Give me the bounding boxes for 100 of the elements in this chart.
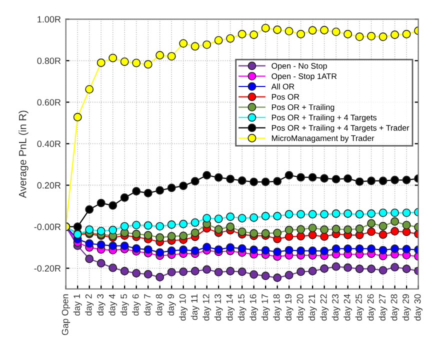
- point: [167, 220, 176, 229]
- point: [108, 264, 118, 272]
- point: [296, 173, 306, 182]
- point: [144, 230, 152, 240]
- x-tick-label: day 18: [273, 294, 282, 321]
- y-tick-label: 0.60R: [37, 99, 61, 106]
- x-tick-label: day 21: [308, 294, 317, 321]
- x-tick-label: day 17: [261, 294, 270, 321]
- point: [367, 219, 376, 228]
- point: [120, 57, 129, 66]
- point: [284, 226, 294, 234]
- point: [390, 227, 400, 236]
- legend-label: Pos OR: [272, 94, 300, 100]
- point: [273, 177, 282, 186]
- point: [156, 222, 164, 231]
- point: [378, 32, 388, 42]
- point: [367, 176, 376, 186]
- point: [120, 222, 129, 231]
- point: [144, 188, 152, 198]
- point: [261, 212, 270, 220]
- point: [250, 178, 258, 186]
- point: [250, 229, 258, 238]
- point: [167, 184, 176, 192]
- point: [344, 209, 352, 218]
- point: [320, 246, 329, 256]
- point: [284, 171, 294, 180]
- point: [296, 268, 306, 276]
- x-tick-label: day 4: [108, 294, 118, 316]
- y-tick-label: 0.20R: [37, 182, 61, 189]
- point: [190, 246, 200, 256]
- point: [332, 174, 340, 184]
- point: [355, 210, 364, 219]
- legend-label: Pos OR + Trailing + 4 Targets + Trader: [272, 124, 410, 132]
- point: [284, 26, 294, 36]
- point: [367, 227, 376, 236]
- point: [96, 198, 106, 208]
- point: [167, 52, 176, 61]
- point: [238, 176, 246, 185]
- x-tick-label: day 12: [202, 294, 212, 321]
- point: [367, 209, 376, 218]
- point: [402, 220, 411, 230]
- point: [156, 272, 164, 282]
- point: [378, 208, 388, 218]
- point: [308, 230, 317, 240]
- point: [202, 242, 212, 252]
- point: [344, 263, 352, 272]
- point: [144, 60, 152, 69]
- point: [367, 32, 376, 40]
- point: [261, 24, 270, 32]
- point: [296, 225, 306, 234]
- point: [344, 174, 352, 183]
- point: [238, 268, 246, 276]
- point: [378, 230, 388, 239]
- x-tick-label: day 10: [179, 294, 188, 321]
- point: [402, 208, 411, 218]
- point: [320, 232, 329, 241]
- x-tick-label: day 1: [73, 294, 82, 316]
- point: [284, 270, 294, 280]
- point: [144, 245, 152, 254]
- x-tick-label: day 22: [320, 294, 329, 321]
- point: [332, 28, 340, 36]
- point: [226, 174, 235, 184]
- x-tick-label: day 14: [226, 294, 235, 321]
- point: [308, 246, 317, 256]
- point: [132, 220, 141, 230]
- point: [202, 40, 212, 49]
- point: [190, 218, 200, 227]
- point: [156, 51, 164, 60]
- point: [284, 210, 294, 219]
- point: [250, 270, 258, 279]
- point: [132, 230, 141, 238]
- point: [320, 225, 329, 234]
- point: [402, 244, 411, 254]
- point: [144, 270, 152, 278]
- point: [96, 240, 106, 250]
- point: [390, 30, 400, 39]
- point: [85, 254, 94, 264]
- x-tick-label: day 9: [167, 294, 176, 316]
- point: [156, 233, 164, 242]
- x-tick-label: day 7: [144, 294, 152, 316]
- point: [402, 176, 411, 184]
- point: [226, 266, 235, 276]
- point: [332, 224, 340, 234]
- point: [273, 26, 282, 34]
- point: [179, 246, 188, 254]
- point: [332, 244, 340, 253]
- point: [132, 268, 141, 278]
- point: [238, 227, 246, 236]
- y-tick-label: 0.40R: [37, 140, 61, 148]
- point: [190, 42, 200, 51]
- point: [344, 225, 352, 234]
- point: [179, 182, 188, 190]
- point: [108, 201, 118, 210]
- point: [332, 262, 340, 271]
- point: [250, 213, 258, 222]
- point: [214, 245, 223, 254]
- point: [402, 264, 411, 274]
- point: [108, 54, 118, 62]
- point: [273, 228, 282, 238]
- point: [214, 36, 223, 45]
